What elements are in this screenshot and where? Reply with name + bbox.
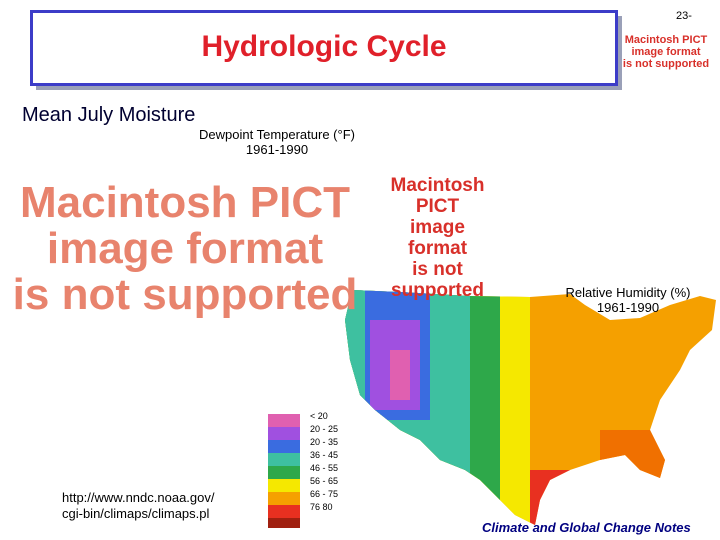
placeholder-large: Macintosh PICT image format is not suppo…: [0, 180, 370, 318]
swatch: [268, 505, 300, 518]
title: Hydrologic Cycle: [201, 30, 447, 63]
source-line: cgi-bin/climaps/climaps.pl: [62, 506, 210, 521]
dewpoint-caption: Dewpoint Temperature (°F) 1961-1990: [192, 127, 362, 157]
source-line: http://www.nndc.noaa.gov/: [62, 490, 215, 505]
swatch: [268, 479, 300, 492]
subtitle: Mean July Moisture: [22, 104, 196, 126]
title-box: [30, 10, 618, 86]
legend-label: < 20: [310, 411, 328, 421]
legend-label: 36 - 45: [310, 450, 339, 460]
placeholder-line: image format: [631, 46, 701, 58]
humidity-map: [345, 290, 716, 525]
placeholder-line: is not supported: [391, 259, 484, 301]
placeholder-line: Macintosh PICT: [19, 178, 351, 227]
placeholder-line: Macintosh PICT: [624, 34, 708, 46]
placeholder-line: image format: [407, 217, 468, 259]
humidity-caption: Relative Humidity (%) 1961-1990: [548, 285, 708, 315]
swatch: [268, 453, 300, 466]
placeholder-line: is not supported: [12, 270, 358, 319]
footer: Climate and Global Change Notes: [482, 520, 691, 535]
legend-label: 56 - 65: [310, 476, 339, 486]
slide-number: 23-: [676, 10, 692, 22]
placeholder-line: is not supported: [622, 58, 710, 70]
placeholder-line: image format: [46, 224, 324, 273]
swatch: [268, 466, 300, 479]
legend-label: 46 - 55: [310, 463, 339, 473]
caption: Relative Humidity (%): [565, 285, 691, 300]
period: 1961-1990: [596, 300, 660, 315]
legend-label: 76 80: [310, 502, 333, 512]
swatch: [268, 440, 300, 453]
swatch: [268, 492, 300, 505]
placeholder-medium: Macintosh PICT image format is not suppo…: [380, 175, 495, 301]
legend-label: 20 - 35: [310, 437, 339, 447]
placeholder-line: Macintosh PICT: [390, 175, 485, 217]
source: http://www.nndc.noaa.gov/ cgi-bin/climap…: [62, 490, 214, 522]
swatch: [268, 414, 300, 427]
period: 1961-1990: [245, 142, 309, 157]
legend-label: 20 - 25: [310, 424, 339, 434]
placeholder-small: Macintosh PICT image format is not suppo…: [620, 34, 712, 70]
swatch: [268, 427, 300, 440]
caption: Dewpoint Temperature (°F): [199, 127, 355, 142]
legend-label: 66 - 75: [310, 489, 339, 499]
legend-swatches: [268, 414, 300, 528]
swatch: [268, 518, 300, 528]
legend: < 20 20 - 25 20 - 35 36 - 45 46 - 55 56 - 65 6…: [310, 410, 338, 514]
